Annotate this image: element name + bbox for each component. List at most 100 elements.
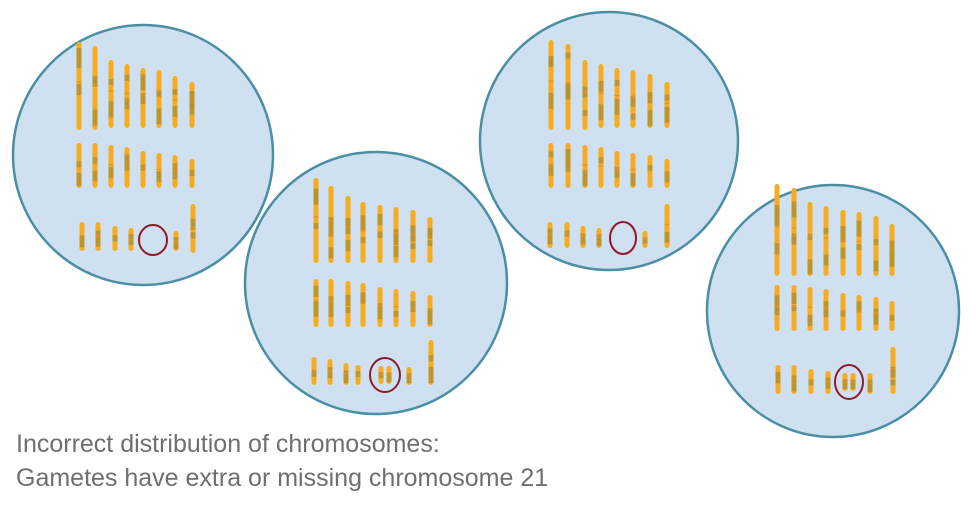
chromosome bbox=[630, 70, 636, 128]
chromosome bbox=[630, 153, 636, 188]
chromosome bbox=[355, 365, 361, 385]
chromosome bbox=[807, 287, 813, 331]
chromosome bbox=[327, 359, 333, 385]
chromosome bbox=[140, 151, 146, 188]
chromosome bbox=[647, 74, 653, 128]
chromosome bbox=[548, 40, 554, 130]
chromosome bbox=[547, 222, 553, 248]
chromosome bbox=[825, 371, 831, 394]
chromosome bbox=[582, 145, 588, 188]
caption: Incorrect distribution of chromosomes: G… bbox=[16, 427, 548, 495]
chromosome bbox=[664, 159, 670, 188]
chromosome bbox=[807, 202, 813, 276]
chromosome bbox=[791, 365, 797, 394]
chromosome bbox=[313, 279, 319, 327]
chromosome bbox=[328, 186, 334, 263]
chromosome bbox=[311, 357, 317, 385]
chromosome bbox=[79, 222, 85, 251]
chromosome bbox=[156, 153, 162, 188]
chromosome bbox=[580, 226, 586, 248]
chromosome bbox=[343, 363, 349, 385]
chromosome-21 bbox=[386, 366, 392, 384]
chromosome bbox=[128, 228, 134, 251]
chromosome bbox=[124, 147, 130, 188]
chromosome bbox=[614, 68, 620, 128]
chromosome bbox=[823, 289, 829, 331]
cell-1 bbox=[11, 23, 275, 287]
cell-3 bbox=[478, 10, 740, 272]
caption-line-1: Incorrect distribution of chromosomes: bbox=[16, 430, 440, 458]
chromosome bbox=[808, 369, 814, 394]
chromosome bbox=[565, 143, 571, 188]
cell-2-membrane bbox=[243, 150, 509, 416]
chromosome bbox=[774, 184, 780, 276]
chromosome bbox=[427, 295, 433, 327]
chromosome bbox=[328, 279, 334, 327]
chromosome bbox=[360, 202, 366, 263]
chromosome bbox=[873, 297, 879, 331]
chromosome bbox=[190, 204, 196, 253]
chromosome-21 bbox=[850, 373, 856, 391]
chromosome bbox=[410, 210, 416, 263]
chromosome bbox=[428, 340, 434, 385]
chromosome bbox=[664, 204, 670, 248]
chromosome-21-marker bbox=[369, 357, 401, 393]
chromosome bbox=[889, 224, 895, 276]
cell-3-membrane bbox=[478, 10, 740, 272]
chromosome bbox=[823, 206, 829, 276]
chromosome bbox=[140, 68, 146, 128]
chromosome bbox=[76, 143, 82, 188]
chromosome bbox=[112, 226, 118, 251]
chromosome bbox=[840, 293, 846, 331]
chromosome bbox=[377, 205, 383, 263]
chromosome bbox=[890, 347, 896, 394]
chromosome bbox=[840, 210, 846, 276]
caption-line-2: Gametes have extra or missing chromosome… bbox=[16, 464, 549, 492]
chromosome bbox=[582, 60, 588, 130]
chromosome bbox=[873, 216, 879, 276]
chromosome bbox=[360, 283, 366, 327]
chromosome bbox=[172, 76, 178, 128]
chromosome bbox=[393, 289, 399, 327]
chromosome bbox=[108, 60, 114, 128]
chromosome bbox=[345, 196, 351, 263]
chromosome bbox=[642, 231, 648, 248]
chromosome bbox=[596, 228, 602, 248]
chromosome-21-marker bbox=[609, 221, 637, 255]
chromosome bbox=[345, 281, 351, 327]
chromosome bbox=[856, 295, 862, 331]
chromosome bbox=[313, 178, 319, 263]
chromosome bbox=[791, 285, 797, 331]
cell-2 bbox=[243, 150, 509, 416]
chromosome bbox=[565, 44, 571, 130]
cell-4-membrane bbox=[705, 183, 961, 439]
chromosome bbox=[664, 82, 670, 128]
chromosome bbox=[156, 70, 162, 128]
chromosome bbox=[124, 64, 130, 128]
chromosome bbox=[889, 301, 895, 331]
chromosome bbox=[377, 287, 383, 327]
chromosome bbox=[775, 365, 781, 394]
chromosome bbox=[189, 82, 195, 128]
chromosome bbox=[647, 155, 653, 188]
chromosome bbox=[598, 147, 604, 188]
chromosome bbox=[774, 285, 780, 331]
cell-4 bbox=[705, 183, 961, 439]
chromosome bbox=[427, 217, 433, 263]
chromosome bbox=[867, 373, 873, 394]
chromosome bbox=[108, 145, 114, 188]
chromosome-21 bbox=[378, 366, 384, 384]
chromosome-21 bbox=[842, 373, 848, 391]
chromosome bbox=[564, 222, 570, 248]
chromosome bbox=[791, 188, 797, 276]
chromosome bbox=[393, 207, 399, 263]
chromosome bbox=[856, 212, 862, 276]
chromosome bbox=[173, 231, 179, 251]
chromosome bbox=[598, 64, 604, 128]
chromosome bbox=[406, 367, 412, 385]
chromosome-21-marker bbox=[834, 364, 864, 400]
chromosome bbox=[95, 222, 101, 251]
chromosome bbox=[172, 155, 178, 188]
chromosome bbox=[92, 143, 98, 188]
